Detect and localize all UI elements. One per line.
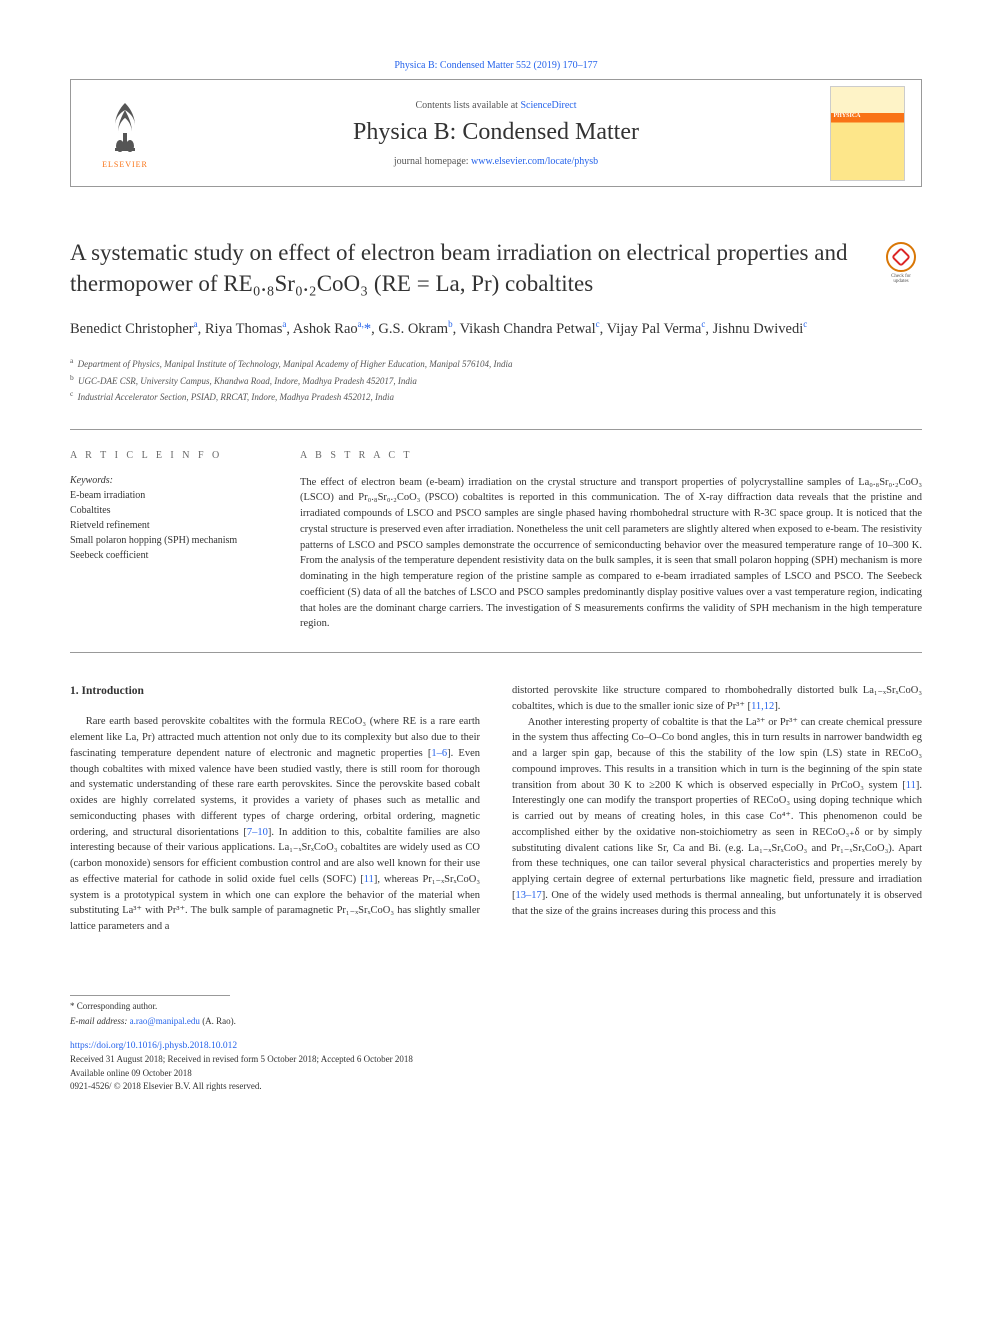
article-info-heading: A R T I C L E I N F O [70,450,270,461]
elsevier-tree-icon [100,98,150,158]
received-line: Received 31 August 2018; Received in rev… [70,1053,922,1067]
email-label: E-mail address: [70,1016,130,1026]
body-section: 1. Introduction Rare earth based perovsk… [70,683,922,935]
article-title: A systematic study on effect of electron… [70,237,860,299]
intro-para-1: Rare earth based perovskite cobaltites w… [70,714,480,935]
journal-name: Physica B: Condensed Matter [353,119,639,146]
contents-prefix: Contents lists available at [415,100,520,111]
email-line: E-mail address: a.rao@manipal.edu (A. Ra… [70,1015,922,1029]
divider-bottom [70,652,922,653]
sciencedirect-link[interactable]: ScienceDirect [520,100,576,111]
publisher-logo-cell: ELSEVIER [71,80,179,186]
affiliations: a Department of Physics, Manipal Institu… [70,355,922,405]
cover-thumb-cell: PHYSICA [813,80,921,186]
title-row: A systematic study on effect of electron… [70,237,922,299]
affiliation-c: c Industrial Accelerator Section, PSIAD,… [70,388,922,405]
homepage-line: journal homepage: www.elsevier.com/locat… [394,156,598,167]
abstract-text: The effect of electron beam (e-beam) irr… [300,475,922,633]
elsevier-logo: ELSEVIER [85,88,165,178]
intro-para-3: Another interesting property of cobaltit… [512,715,922,920]
cover-label: PHYSICA [834,113,861,119]
title-block: A systematic study on effect of electron… [70,237,860,299]
authors-list: Benedict Christophera, Riya Thomasa, Ash… [70,317,922,341]
crossmark-icon [886,242,916,272]
corresponding-author: * Corresponding author. [70,1000,922,1014]
homepage-prefix: journal homepage: [394,156,471,167]
keywords-label: Keywords: [70,475,270,486]
available-line: Available online 09 October 2018 [70,1067,922,1081]
intro-para-2: distorted perovskite like structure comp… [512,683,922,715]
doi-link[interactable]: https://doi.org/10.1016/j.physb.2018.10.… [70,1041,237,1051]
abstract-column: A B S T R A C T The effect of electron b… [300,450,922,633]
check-updates-badge[interactable]: Check forupdates [880,242,922,284]
journal-header: ELSEVIER Contents lists available at Sci… [70,79,922,187]
affiliation-a: a Department of Physics, Manipal Institu… [70,355,922,372]
article-info-column: A R T I C L E I N F O Keywords: E-beam i… [70,450,300,633]
journal-cover-thumbnail: PHYSICA [830,86,905,181]
elsevier-wordmark: ELSEVIER [102,160,148,169]
journal-citation: Physica B: Condensed Matter 552 (2019) 1… [70,60,922,71]
check-updates-text: Check forupdates [891,274,911,284]
footer: * Corresponding author. E-mail address: … [70,995,922,1094]
copyright-line: 0921-4526/ © 2018 Elsevier B.V. All righ… [70,1080,922,1094]
email-suffix: (A. Rao). [200,1016,236,1026]
email-link[interactable]: a.rao@manipal.edu [130,1016,200,1026]
contents-available-line: Contents lists available at ScienceDirec… [415,100,576,111]
intro-heading: 1. Introduction [70,683,480,700]
footer-divider [70,995,230,996]
affiliation-b: b UGC-DAE CSR, University Campus, Khandw… [70,372,922,389]
divider-top [70,429,922,430]
info-abstract-row: A R T I C L E I N F O Keywords: E-beam i… [70,450,922,633]
homepage-link[interactable]: www.elsevier.com/locate/physb [471,156,598,167]
keywords-list: E-beam irradiationCobaltitesRietveld ref… [70,488,270,563]
abstract-heading: A B S T R A C T [300,450,922,461]
header-center: Contents lists available at ScienceDirec… [179,80,813,186]
two-column-body: 1. Introduction Rare earth based perovsk… [70,683,922,935]
